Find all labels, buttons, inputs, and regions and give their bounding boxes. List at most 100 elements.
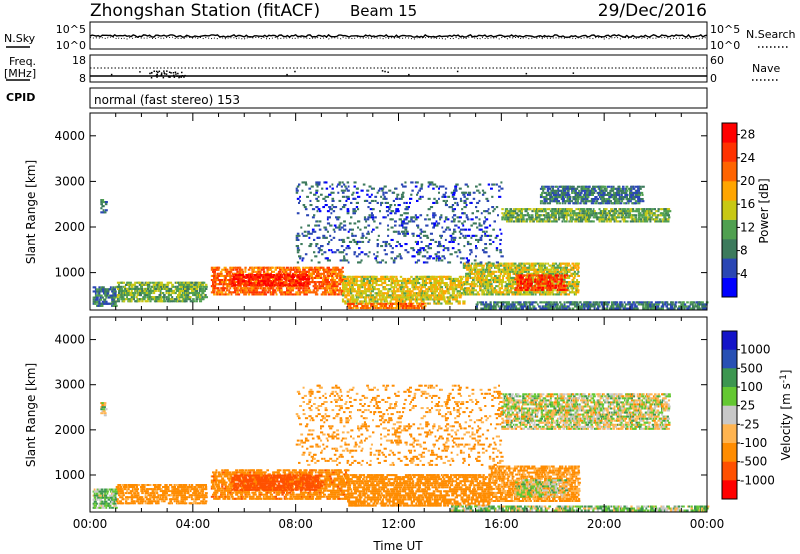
heatmap-cell xyxy=(271,291,273,294)
heatmap-cell xyxy=(362,275,366,278)
heatmap-cell xyxy=(351,284,354,287)
heatmap-cell xyxy=(418,277,421,280)
heatmap-cell xyxy=(204,296,208,299)
heatmap-cell xyxy=(509,289,511,292)
heatmap-cell xyxy=(504,216,508,219)
heatmap-cell xyxy=(130,300,133,303)
heatmap-cell xyxy=(492,287,495,290)
heatmap-cell xyxy=(485,293,490,296)
heatmap-cell xyxy=(531,216,534,219)
heatmap-cell xyxy=(338,291,341,294)
heatmap-cell xyxy=(610,185,613,188)
heatmap-cell xyxy=(192,292,196,295)
heatmap-cell xyxy=(402,279,405,282)
heatmap-cell xyxy=(358,240,362,243)
heatmap-cell xyxy=(628,210,631,213)
heatmap-cell xyxy=(554,286,558,289)
heatmap-cell xyxy=(549,191,552,194)
heatmap-cell xyxy=(485,264,489,267)
heatmap-cell xyxy=(495,289,498,292)
heatmap-cell xyxy=(287,293,290,296)
heatmap-cell xyxy=(287,279,290,282)
heatmap-cell xyxy=(555,289,558,292)
heatmap-cell xyxy=(283,284,287,287)
heatmap-cell xyxy=(434,277,438,280)
heatmap-cell xyxy=(470,285,473,288)
heatmap-cell xyxy=(252,270,255,273)
nave-dot xyxy=(163,72,165,74)
heatmap-cell xyxy=(281,276,283,279)
heatmap-cell xyxy=(566,218,568,221)
heatmap-cell xyxy=(416,296,419,299)
heatmap-cell xyxy=(525,288,529,291)
heatmap-cell xyxy=(296,238,300,241)
heatmap-cell xyxy=(294,266,297,269)
heatmap-cell xyxy=(463,281,468,284)
heatmap-cell xyxy=(108,288,112,291)
heatmap-cell xyxy=(347,197,350,200)
heatmap-cell xyxy=(199,285,203,288)
heatmap-cell xyxy=(298,183,301,186)
heatmap-cell xyxy=(620,212,624,215)
heatmap-cell xyxy=(370,193,373,196)
heatmap-cell xyxy=(347,189,350,192)
heatmap-cell xyxy=(358,288,361,291)
heatmap-cell xyxy=(536,288,539,291)
heatmap-cell xyxy=(560,276,563,279)
heatmap-cell xyxy=(590,214,594,217)
heatmap-cell xyxy=(621,214,625,217)
heatmap-cell xyxy=(414,296,417,299)
nave-dot xyxy=(158,70,161,73)
heatmap-cell xyxy=(353,288,356,291)
heatmap-cell xyxy=(213,272,216,275)
heatmap-cell xyxy=(234,274,237,277)
heatmap-cell xyxy=(335,283,338,286)
heatmap-cell xyxy=(659,214,663,217)
heatmap-cell xyxy=(469,289,472,292)
heatmap-cell xyxy=(93,302,96,305)
heatmap-cell xyxy=(564,196,567,199)
heatmap-cell xyxy=(525,284,528,287)
heatmap-cell xyxy=(284,276,288,279)
heatmap-cell xyxy=(178,300,182,303)
heatmap-cell xyxy=(172,289,176,292)
heatmap-cell xyxy=(372,298,376,301)
heatmap-cell xyxy=(576,196,580,199)
heatmap-cell xyxy=(281,293,284,296)
heatmap-cell xyxy=(409,292,412,295)
heatmap-cell xyxy=(322,234,326,237)
heatmap-cell xyxy=(133,298,135,301)
heatmap-cell xyxy=(240,291,244,294)
heatmap-cell xyxy=(379,296,381,299)
heatmap-cell xyxy=(431,294,435,297)
heatmap-cell xyxy=(620,193,623,196)
heatmap-cell xyxy=(214,281,217,284)
heatmap-cell xyxy=(446,284,449,287)
heatmap-cell xyxy=(536,268,540,271)
heatmap-cell xyxy=(370,216,375,219)
heatmap-cell xyxy=(299,287,302,290)
heatmap-cell xyxy=(229,283,233,286)
heatmap-cell xyxy=(480,262,483,265)
heatmap-cell xyxy=(499,268,503,271)
heatmap-cell xyxy=(188,298,192,301)
heatmap-cell xyxy=(346,212,350,215)
heatmap-cell xyxy=(346,292,350,295)
heatmap-cell xyxy=(326,216,330,219)
heatmap-cell xyxy=(507,268,511,271)
heatmap-cell xyxy=(395,298,398,301)
heatmap-cell xyxy=(99,296,102,299)
heatmap-cell xyxy=(526,293,529,296)
heatmap-cell xyxy=(341,292,345,295)
heatmap-cell xyxy=(101,296,104,299)
heatmap-cell xyxy=(317,270,320,273)
heatmap-cell xyxy=(382,275,385,278)
heatmap-cell xyxy=(363,216,367,219)
heatmap-cell xyxy=(127,283,130,286)
heatmap-cell xyxy=(520,272,524,275)
heatmap-cell xyxy=(420,286,424,289)
heatmap-cell xyxy=(533,280,537,283)
heatmap-cell xyxy=(262,266,265,269)
heatmap-cell xyxy=(96,296,99,299)
heatmap-cell xyxy=(192,298,195,301)
